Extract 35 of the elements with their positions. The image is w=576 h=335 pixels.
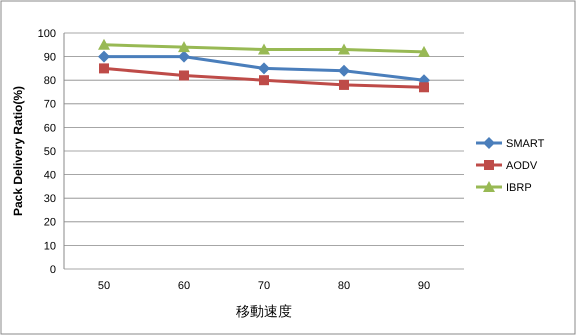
point bbox=[178, 41, 190, 52]
x-tick-label: 90 bbox=[418, 280, 430, 292]
point bbox=[178, 50, 190, 63]
point bbox=[98, 50, 110, 63]
legend-label: AODV bbox=[506, 160, 538, 172]
x-tick-label: 70 bbox=[258, 280, 270, 292]
legend-label: SMART bbox=[506, 138, 545, 150]
y-tick-label: 70 bbox=[44, 98, 56, 111]
point bbox=[418, 46, 430, 57]
x-tick-label: 60 bbox=[178, 280, 190, 292]
y-tick-label: 0 bbox=[50, 264, 56, 276]
y-tick-label: 30 bbox=[44, 193, 56, 206]
legend-label: IBRP bbox=[506, 182, 532, 194]
y-tick-label: 100 bbox=[38, 28, 56, 40]
x-tick-label: 80 bbox=[338, 280, 350, 292]
point bbox=[99, 63, 109, 74]
point bbox=[419, 82, 429, 92]
y-axis-title: Pack Delivery Ratio(%) bbox=[11, 86, 25, 216]
y-tick-label: 20 bbox=[44, 216, 56, 229]
point bbox=[258, 44, 270, 55]
point bbox=[258, 62, 270, 74]
point bbox=[98, 38, 110, 50]
x-tick-label: 50 bbox=[98, 280, 110, 292]
point bbox=[338, 64, 350, 77]
y-tick-label: 50 bbox=[44, 146, 56, 158]
point bbox=[339, 80, 349, 90]
y-tick-label: 90 bbox=[44, 51, 56, 64]
y-tick-label: 10 bbox=[44, 240, 56, 252]
point bbox=[259, 75, 269, 86]
y-tick-label: 60 bbox=[44, 122, 56, 134]
y-tick-label: 40 bbox=[44, 169, 56, 182]
point bbox=[179, 70, 189, 80]
x-axis-title: 移動速度 bbox=[236, 304, 292, 320]
point bbox=[338, 44, 350, 55]
y-tick-label: 80 bbox=[44, 75, 56, 88]
